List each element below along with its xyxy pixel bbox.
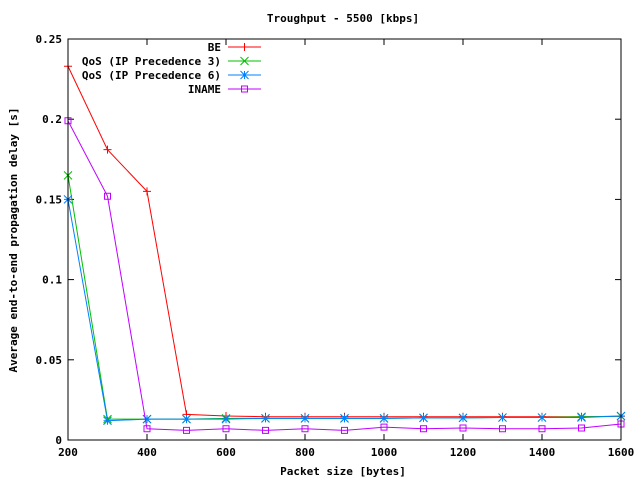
data-point [498,413,507,422]
series-2 [63,195,626,426]
data-point [459,424,467,432]
data-point [537,413,547,422]
series-1 [63,170,626,424]
data-point [103,145,112,154]
y-axis-label: Average end-to-end propagation delay [s] [7,108,20,373]
data-point [341,426,348,434]
x-tick-label: 1600 [608,446,635,459]
x-tick-label: 1400 [529,446,556,459]
x-tick-label: 1200 [450,446,477,459]
y-tick-label: 0 [55,434,62,447]
x-tick-label: 800 [295,446,315,459]
data-point [103,416,112,426]
x-tick-label: 200 [58,446,78,459]
series-layer [63,62,626,434]
data-point [538,425,546,433]
legend-marker [240,56,249,66]
y-tick-label: 0.1 [42,274,62,287]
y-tick-label: 0.2 [42,113,62,126]
series-3 [64,117,625,434]
chart-title: Troughput - 5500 [kbps] [267,12,419,25]
data-point [578,424,585,432]
x-axis-label: Packet size [bytes] [280,465,406,478]
axis-ticks: 200 400 600 800 1000 1200 1400 1600 0 0.05 0.1 0.15… [36,33,635,459]
data-point [458,413,468,423]
x-tick-label: 600 [216,446,236,459]
data-point [222,425,230,433]
data-point [64,117,72,125]
data-point [182,414,191,424]
x-tick-label: 400 [137,446,157,459]
legend-label: BE [208,41,221,54]
data-point [420,425,427,433]
data-point [340,413,349,423]
data-point [577,413,586,422]
y-tick-label: 0.25 [36,33,63,46]
legend-marker [240,43,249,51]
y-tick-label: 0.05 [36,354,63,367]
data-point [142,414,152,424]
legend-marker [240,70,249,80]
series-line [67,66,622,418]
series-line [67,120,622,431]
legend-label: QoS (IP Precedence 3) [82,55,221,68]
data-point [143,187,151,196]
data-point [104,192,111,200]
data-point [183,426,190,434]
data-point [300,413,310,423]
legend-label: QoS (IP Precedence 6) [82,69,221,82]
data-point [143,425,151,433]
legend-marker [241,85,248,93]
data-point [301,425,309,433]
data-point [499,425,506,433]
legend-label: INAME [188,83,221,96]
plot-frame [67,38,622,441]
data-point [380,423,388,431]
data-point [617,420,625,428]
series-line [67,199,622,422]
data-point [262,426,269,434]
x-tick-label: 1000 [371,446,398,459]
series-0 [64,62,625,421]
data-point [379,413,389,423]
y-tick-label: 0.15 [36,193,63,206]
data-point [419,413,428,423]
data-point [261,413,270,423]
data-point [221,414,231,424]
